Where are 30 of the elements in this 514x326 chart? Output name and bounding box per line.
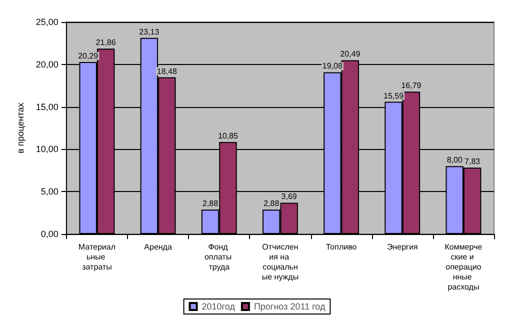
data-label: 20,49 [340,50,361,59]
data-label: 23,13 [139,27,160,36]
data-label: 10,85 [218,131,239,140]
x-tick-label: Энергия [386,242,418,252]
data-label: 2,88 [202,199,219,208]
legend-label: Прогноз 2011 год [254,302,326,312]
y-axis-title: в процентах [16,102,26,154]
x-tick-label: Отчисления на социальные нужды [262,242,299,282]
data-label: 21,86 [96,38,116,48]
data-label: 18,48 [156,66,178,76]
y-tick-label: 15,00 [36,102,58,112]
x-tick-label: Материальные затраты [78,242,116,272]
x-tick-label: Аренда [144,242,172,252]
y-tick-label: 25,00 [36,17,58,27]
x-tick-label: Коммерческие и операционные расходы [444,242,483,292]
data-label: 8,00 [446,156,463,165]
x-tick-label: Фонд оплаты труда [204,242,234,272]
y-tick-label: 10,00 [36,144,58,154]
data-label: 16,79 [401,81,422,90]
data-label: 19,08 [322,62,343,71]
data-label: 3,69 [281,192,298,202]
y-tick-label: 5,00 [40,186,58,197]
legend-label: 2010год [202,302,236,312]
data-label: 20,29 [78,51,99,60]
y-tick-label: 0,00 [40,229,58,239]
data-label: 7,83 [464,157,481,166]
y-tick-label: 20,00 [36,59,58,70]
x-tick-label: Топливо [326,242,358,252]
data-label: 2,88 [264,199,280,208]
data-label: 15,59 [384,91,404,100]
